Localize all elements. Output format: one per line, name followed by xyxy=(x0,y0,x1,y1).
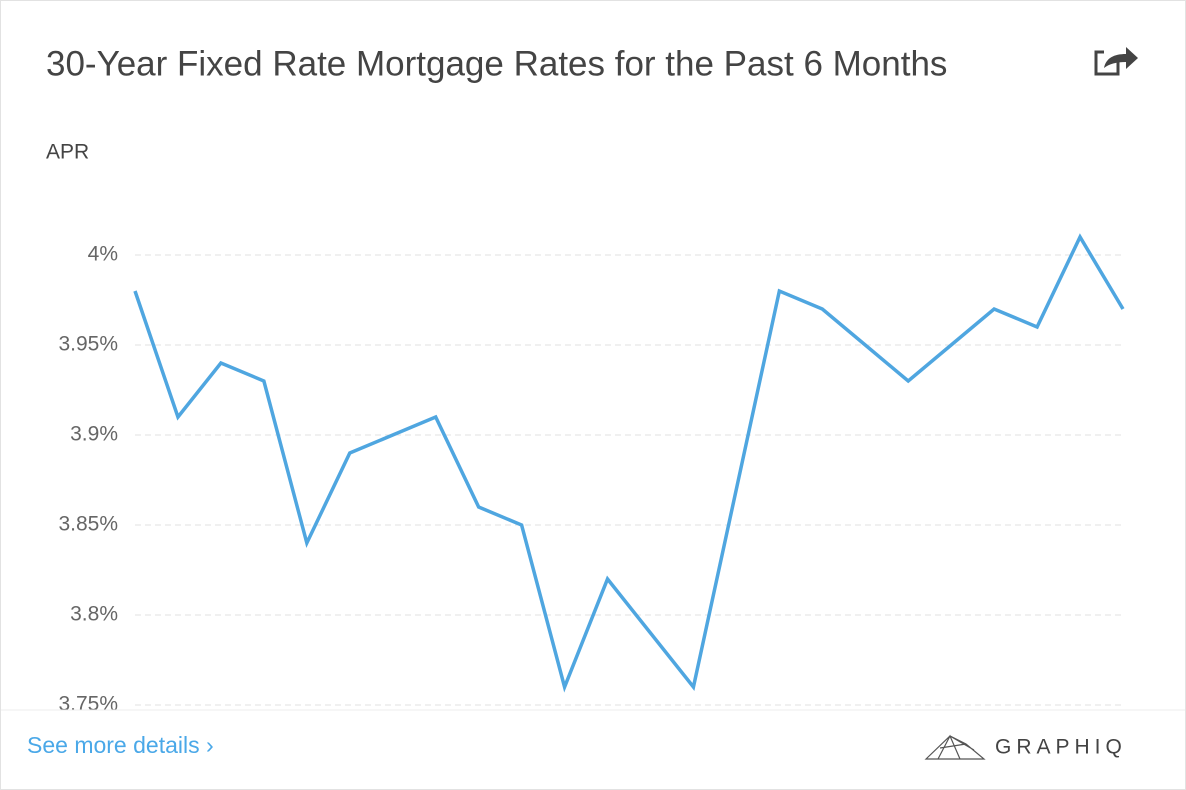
data-line xyxy=(133,233,1125,693)
y-tick-label: 4% xyxy=(88,243,118,266)
y-tick-label: 3.8% xyxy=(70,603,118,626)
plot: 3.75%3.8%3.85%3.9%3.95%4% xyxy=(58,233,1125,716)
y-axis-label: APR xyxy=(46,141,89,164)
share-icon[interactable] xyxy=(1094,47,1138,76)
y-tick-label: 3.9% xyxy=(70,423,118,446)
footer xyxy=(1,710,1185,789)
brand-name: GRAPHIQ xyxy=(995,736,1127,759)
brand-logo xyxy=(924,734,986,760)
y-tick-label: 3.95% xyxy=(58,333,118,356)
y-tick-label: 3.85% xyxy=(58,513,118,536)
chart-title: 30-Year Fixed Rate Mortgage Rates for th… xyxy=(46,44,947,83)
details-link[interactable]: See more details › xyxy=(27,732,214,758)
